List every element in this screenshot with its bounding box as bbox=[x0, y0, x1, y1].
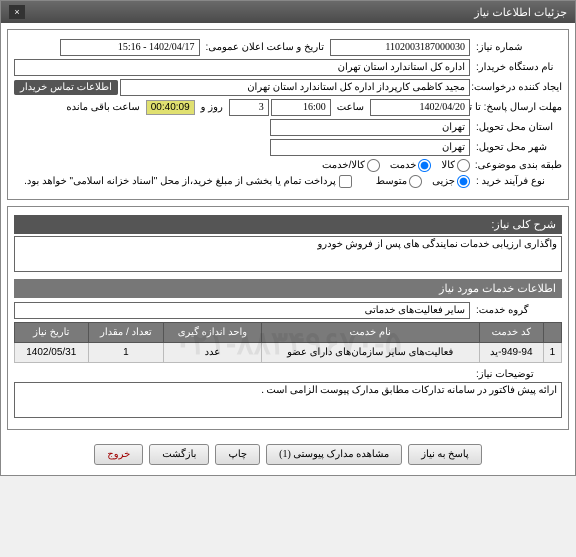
close-icon[interactable]: × bbox=[9, 5, 25, 19]
radio-service-label: خدمت bbox=[390, 160, 417, 171]
days-label: روز و bbox=[197, 102, 227, 113]
th-name: نام خدمت bbox=[261, 323, 479, 343]
titlebar: جزئیات اطلاعات نیاز × bbox=[1, 1, 575, 23]
notes-label: توضیحات نیاز: bbox=[472, 369, 562, 380]
time-label: ساعت bbox=[333, 102, 368, 113]
radio-both[interactable]: کالا/خدمت bbox=[322, 159, 380, 172]
th-unit: واحد اندازه گیری bbox=[164, 323, 262, 343]
need-no-field[interactable] bbox=[330, 39, 470, 56]
radio-medium-label: متوسط bbox=[376, 176, 407, 187]
requester-field[interactable] bbox=[120, 79, 470, 96]
deadline-time-field[interactable] bbox=[271, 99, 331, 116]
radio-minor-label: جزیی bbox=[432, 176, 455, 187]
city-label: شهر محل تحویل: bbox=[472, 142, 562, 153]
summary-group: شرح کلی نیاز: اطلاعات خدمات مورد نیاز گر… bbox=[7, 206, 569, 430]
td-idx: 1 bbox=[543, 343, 561, 363]
th-idx bbox=[543, 323, 561, 343]
province-label: استان محل تحویل: bbox=[472, 122, 562, 133]
payment-checkbox[interactable] bbox=[339, 175, 352, 188]
radio-both-input[interactable] bbox=[367, 159, 380, 172]
service-group-label: گروه خدمت: bbox=[472, 305, 562, 316]
radio-service[interactable]: خدمت bbox=[390, 159, 432, 172]
radio-minor-input[interactable] bbox=[457, 175, 470, 188]
service-group-field[interactable] bbox=[14, 302, 470, 319]
radio-goods-label: کالا bbox=[441, 160, 455, 171]
respond-button[interactable]: پاسخ به نیاز bbox=[408, 444, 482, 465]
table-row[interactable]: 1 949-94-ید فعالیت‌های سایر سازمان‌های د… bbox=[15, 343, 562, 363]
deadline-label: مهلت ارسال پاسخ: تا تاریخ: bbox=[472, 102, 562, 113]
th-date: تاریخ نیاز bbox=[15, 323, 89, 343]
th-qty: تعداد / مقدار bbox=[88, 323, 164, 343]
button-bar: پاسخ به نیاز مشاهده مدارک پیوستی (1) چاپ… bbox=[7, 436, 569, 469]
content: شماره نیاز: تاریخ و ساعت اعلان عمومی: نا… bbox=[1, 23, 575, 475]
th-code: کد خدمت bbox=[479, 323, 543, 343]
radio-minor[interactable]: جزیی bbox=[432, 175, 470, 188]
radio-medium[interactable]: متوسط bbox=[376, 175, 422, 188]
table-wrapper: کد خدمت نام خدمت واحد اندازه گیری تعداد … bbox=[14, 322, 562, 363]
buyer-org-field[interactable] bbox=[14, 59, 470, 76]
exit-button[interactable]: خروج bbox=[94, 444, 143, 465]
details-window: جزئیات اطلاعات نیاز × شماره نیاز: تاریخ … bbox=[0, 0, 576, 476]
td-code: 949-94-ید bbox=[479, 343, 543, 363]
summary-textarea[interactable] bbox=[14, 236, 562, 272]
td-qty: 1 bbox=[88, 343, 164, 363]
need-no-label: شماره نیاز: bbox=[472, 42, 562, 53]
summary-title: شرح کلی نیاز: bbox=[14, 215, 562, 234]
timer-suffix: ساعت باقی مانده bbox=[62, 102, 143, 113]
deadline-date-field[interactable] bbox=[370, 99, 470, 116]
purchase-type-label: نوع فرآیند خرید : bbox=[472, 176, 562, 187]
radio-service-input[interactable] bbox=[418, 159, 431, 172]
td-unit: عدد bbox=[164, 343, 262, 363]
province-field[interactable] bbox=[270, 119, 470, 136]
window-title: جزئیات اطلاعات نیاز bbox=[474, 6, 567, 19]
contact-info-button[interactable]: اطلاعات تماس خریدار bbox=[14, 80, 118, 95]
city-field[interactable] bbox=[270, 139, 470, 156]
days-left-field[interactable] bbox=[229, 99, 269, 116]
print-button[interactable]: چاپ bbox=[215, 444, 260, 465]
notes-textarea[interactable] bbox=[14, 382, 562, 418]
countdown-timer: 00:40:09 bbox=[146, 100, 195, 115]
radio-goods-input[interactable] bbox=[457, 159, 470, 172]
td-date: 1402/05/31 bbox=[15, 343, 89, 363]
radio-goods[interactable]: کالا bbox=[441, 159, 470, 172]
radio-medium-input[interactable] bbox=[409, 175, 422, 188]
payment-note-text: پرداخت تمام یا بخشی از مبلغ خرید،از محل … bbox=[24, 176, 336, 187]
table-header-row: کد خدمت نام خدمت واحد اندازه گیری تعداد … bbox=[15, 323, 562, 343]
attachments-button[interactable]: مشاهده مدارک پیوستی (1) bbox=[266, 444, 402, 465]
services-table: کد خدمت نام خدمت واحد اندازه گیری تعداد … bbox=[14, 322, 562, 363]
category-label: طبقه بندی موضوعی: bbox=[472, 160, 562, 171]
services-header: اطلاعات خدمات مورد نیاز bbox=[14, 279, 562, 298]
td-name: فعالیت‌های سایر سازمان‌های دارای عضو bbox=[261, 343, 479, 363]
buyer-org-label: نام دستگاه خریدار: bbox=[472, 62, 562, 73]
back-button[interactable]: بازگشت bbox=[149, 444, 209, 465]
announce-field[interactable] bbox=[60, 39, 200, 56]
radio-both-label: کالا/خدمت bbox=[322, 160, 365, 171]
payment-note-check[interactable]: پرداخت تمام یا بخشی از مبلغ خرید،از محل … bbox=[24, 175, 352, 188]
requester-label: ایجاد کننده درخواست: bbox=[472, 82, 562, 93]
main-info-group: شماره نیاز: تاریخ و ساعت اعلان عمومی: نا… bbox=[7, 29, 569, 200]
announce-label: تاریخ و ساعت اعلان عمومی: bbox=[202, 42, 329, 53]
